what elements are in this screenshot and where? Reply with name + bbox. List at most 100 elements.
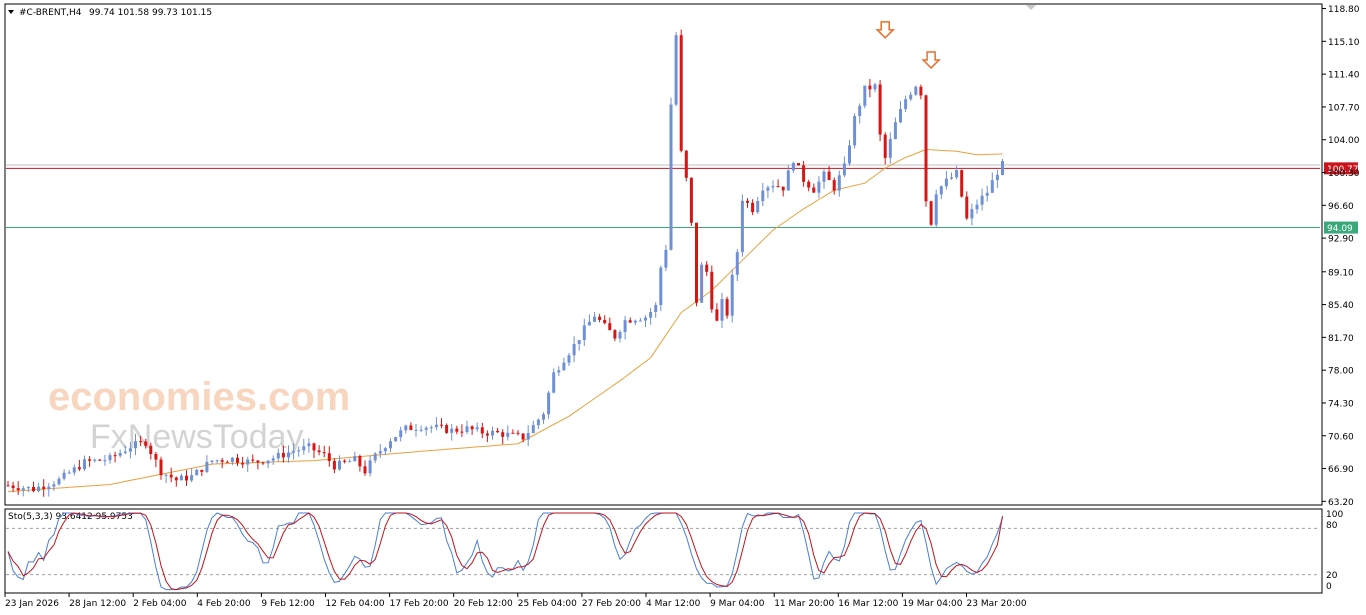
candle-body bbox=[848, 145, 851, 164]
candle-body bbox=[419, 429, 423, 431]
shift-marker-icon[interactable] bbox=[1026, 5, 1036, 10]
candle-body bbox=[751, 202, 755, 213]
candle-body bbox=[511, 432, 515, 434]
candle-body bbox=[460, 431, 464, 433]
candle-body bbox=[16, 488, 20, 491]
candle-body bbox=[710, 271, 714, 310]
candle-body bbox=[429, 427, 433, 429]
candle-body bbox=[608, 323, 612, 331]
x-tick-label: 11 Mar 20:00 bbox=[774, 599, 834, 609]
x-tick-label: 19 Mar 04:00 bbox=[902, 599, 962, 609]
candle-body bbox=[761, 190, 765, 202]
candle-body bbox=[491, 430, 494, 436]
candle-body bbox=[613, 330, 617, 339]
candle-body bbox=[174, 477, 178, 481]
candle-body bbox=[970, 209, 974, 219]
candle-body bbox=[251, 459, 255, 461]
candle-body bbox=[409, 425, 413, 430]
candle-body bbox=[123, 451, 127, 453]
candle-body bbox=[103, 460, 107, 462]
y-tick-label: 89.10 bbox=[1328, 268, 1354, 278]
candle-body bbox=[802, 165, 806, 182]
x-tick-label: 4 Mar 12:00 bbox=[646, 599, 701, 609]
candle-body bbox=[190, 475, 194, 481]
candle-body bbox=[598, 316, 602, 320]
candle-body bbox=[179, 475, 183, 481]
candle-body bbox=[281, 452, 285, 458]
x-tick-label: 17 Feb 20:00 bbox=[390, 599, 449, 609]
y-tick-label: 66.90 bbox=[1328, 465, 1354, 475]
candle-body bbox=[924, 95, 928, 202]
candle-body bbox=[225, 461, 229, 463]
candle-body bbox=[338, 460, 341, 470]
candle-body bbox=[434, 424, 438, 428]
candle-body bbox=[664, 249, 668, 268]
candle-body bbox=[394, 437, 398, 442]
candle-body bbox=[950, 177, 953, 179]
candle-body bbox=[118, 452, 122, 456]
x-tick-label: 25 Feb 04:00 bbox=[518, 599, 577, 609]
candle-body bbox=[577, 340, 581, 344]
candle-body bbox=[868, 85, 872, 90]
candle-body bbox=[378, 451, 382, 454]
collapse-triangle-icon[interactable] bbox=[8, 10, 14, 14]
support-price-label: 94.09 bbox=[1327, 224, 1353, 234]
candle-body bbox=[470, 426, 474, 430]
candle-body bbox=[654, 304, 658, 312]
candle-body bbox=[909, 94, 913, 100]
y-tick-label: 63.20 bbox=[1328, 498, 1354, 508]
candle-body bbox=[679, 35, 683, 151]
candle-body bbox=[638, 320, 642, 322]
candle-body bbox=[72, 467, 76, 473]
candle-body bbox=[669, 104, 673, 250]
candle-body bbox=[919, 86, 923, 96]
candle-body bbox=[353, 456, 357, 462]
candle-body bbox=[863, 85, 867, 106]
candle-body bbox=[506, 432, 510, 437]
candle-body bbox=[562, 362, 566, 371]
watermark: economies.com FxNewsToday bbox=[48, 375, 350, 456]
candle-body bbox=[593, 316, 596, 322]
x-tick-label: 4 Feb 20:00 bbox=[197, 599, 251, 609]
candle-body bbox=[807, 181, 811, 188]
annotation-arrows bbox=[875, 21, 941, 70]
candle-body bbox=[521, 433, 525, 440]
candle-body bbox=[312, 443, 316, 451]
candle-body bbox=[164, 474, 168, 476]
candle-body bbox=[297, 450, 301, 452]
candle-body bbox=[383, 448, 387, 452]
candle-body bbox=[389, 441, 392, 449]
moving-average-line bbox=[7, 148, 1003, 493]
x-tick-label: 23 Mar 20:00 bbox=[967, 599, 1027, 609]
candle-body bbox=[317, 450, 321, 453]
candle-body bbox=[455, 428, 459, 432]
candle-body bbox=[302, 446, 306, 451]
candle-body bbox=[276, 452, 280, 459]
candle-body bbox=[705, 264, 709, 272]
candle-body bbox=[230, 457, 234, 463]
candle-body bbox=[547, 392, 551, 415]
candle-body bbox=[327, 453, 331, 462]
candle-body bbox=[914, 86, 918, 95]
candle-body bbox=[414, 429, 418, 431]
candle-body bbox=[368, 460, 372, 474]
candle-body bbox=[883, 134, 887, 158]
chart-header: #C-BRENT,H4 99.74 101.58 99.73 101.15 bbox=[8, 8, 212, 18]
candle-body bbox=[501, 432, 505, 437]
x-tick-label: 27 Feb 20:00 bbox=[582, 599, 641, 609]
x-tick-label: 20 Feb 12:00 bbox=[454, 599, 513, 609]
stoch-plot-frame bbox=[4, 508, 1323, 594]
candle-body bbox=[531, 425, 535, 433]
y-tick-label: 115.10 bbox=[1328, 38, 1360, 48]
candle-body bbox=[695, 222, 698, 303]
candle-body bbox=[32, 486, 35, 492]
candle-body bbox=[878, 84, 882, 135]
x-tick-label: 23 Jan 2026 bbox=[5, 599, 59, 609]
candle-body bbox=[842, 163, 846, 176]
candle-body bbox=[587, 321, 591, 326]
candle-body bbox=[445, 425, 449, 433]
candle-body bbox=[256, 460, 260, 463]
down-arrow-icon bbox=[875, 21, 896, 39]
candle-body bbox=[343, 460, 347, 462]
